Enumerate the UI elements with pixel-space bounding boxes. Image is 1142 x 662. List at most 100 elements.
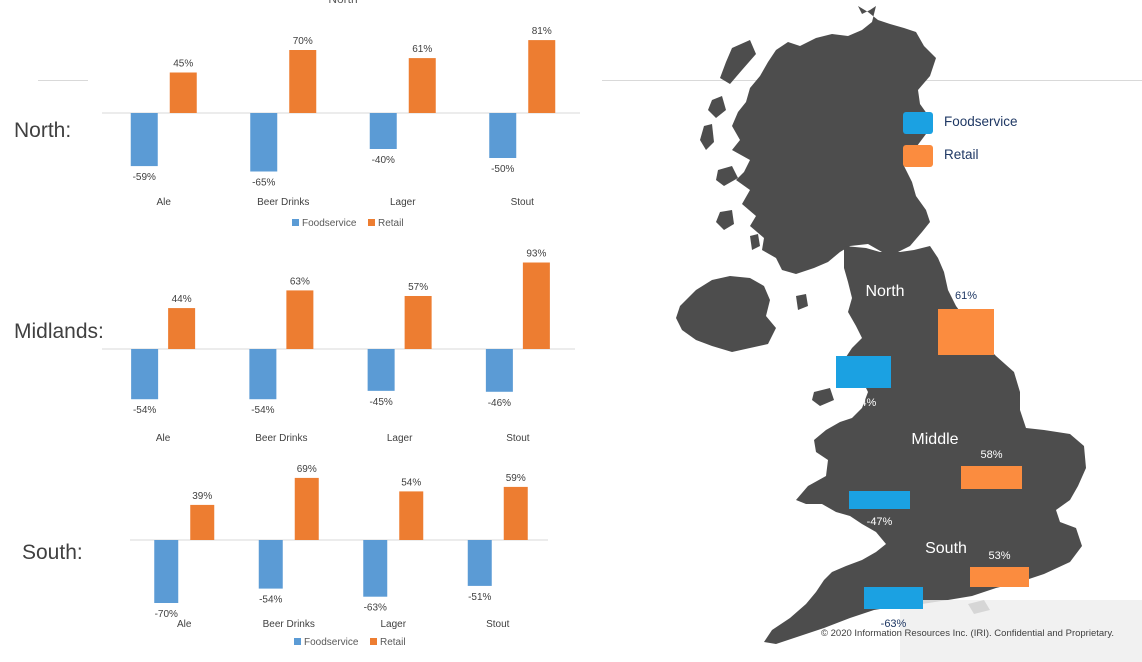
data-label-foodservice-stout: -50% (491, 164, 514, 175)
uk-map-land (676, 6, 1086, 644)
data-label-retail-lager: 61% (412, 44, 432, 55)
data-label-retail-stout: 81% (532, 26, 552, 37)
map-bar-foodservice-south (864, 587, 923, 609)
bar-chart-2: -70% 39% Ale -54% 69% Beer Drinks -63% 54% Lager… (130, 464, 548, 648)
map-legend-retail-swatch (903, 145, 933, 167)
category-label-stout: Stout (486, 619, 510, 630)
category-label-beer-drinks: Beer Drinks (263, 619, 315, 630)
island-anglesey (812, 388, 834, 406)
data-label-foodservice-stout: -46% (488, 398, 511, 409)
bar-retail-stout (528, 40, 556, 113)
data-label-foodservice-ale: -70% (155, 609, 178, 620)
data-label-retail-stout: 59% (506, 473, 526, 484)
map-bar-retail-south (970, 567, 1029, 587)
bar-retail-ale (169, 72, 197, 113)
legend-swatch-retail (370, 638, 377, 645)
bar-retail-lager (408, 58, 436, 113)
bar-foodservice-beer-drinks (258, 540, 283, 589)
regional-bar-charts: North -59% 45% Ale -65% 70% Beer Drinks -40% 61%… (102, 0, 580, 648)
legend-label-foodservice: Foodservice (302, 218, 357, 229)
bar-foodservice-ale (154, 540, 179, 603)
data-label-foodservice-ale: -59% (133, 172, 156, 183)
bar-retail-stout (503, 486, 528, 540)
bar-foodservice-lager (367, 349, 395, 391)
bar-foodservice-ale (131, 349, 159, 400)
bar-retail-ale (190, 504, 215, 540)
bar-retail-beer-drinks (286, 290, 314, 349)
data-label-retail-beer-drinks: 63% (290, 276, 310, 287)
data-label-foodservice-lager: -40% (372, 155, 395, 166)
category-label-beer-drinks: Beer Drinks (257, 197, 309, 208)
map-bar-retail-middle (961, 466, 1022, 489)
island-man (796, 294, 808, 310)
map-legend-retail-label: Retail (944, 147, 979, 162)
data-label-foodservice-beer-drinks: -54% (251, 405, 274, 416)
category-label-ale: Ale (156, 433, 171, 444)
bar-retail-ale (168, 308, 196, 349)
data-label-retail-ale: 45% (173, 59, 193, 70)
category-label-lager: Lager (380, 619, 406, 630)
data-label-foodservice-ale: -54% (133, 405, 156, 416)
data-label-retail-lager: 54% (401, 477, 421, 488)
island-arran (750, 234, 760, 250)
category-label-ale: Ale (157, 197, 172, 208)
region-label-north: North: (14, 119, 72, 142)
legend-swatch-retail (368, 219, 375, 226)
map-region-label-south: South (925, 540, 967, 557)
england-wales-landmass (764, 246, 1086, 644)
bar-foodservice-lager (369, 113, 397, 149)
category-label-stout: Stout (511, 197, 535, 208)
island-lewis (720, 40, 756, 84)
legend-swatch-foodservice (292, 219, 299, 226)
legend-label-foodservice: Foodservice (304, 637, 359, 648)
map-region-label-middle: Middle (911, 431, 958, 448)
map-data-label-foodservice-middle: -47% (867, 516, 893, 528)
bar-foodservice-stout (485, 349, 513, 392)
bar-foodservice-beer-drinks (250, 113, 278, 172)
data-label-foodservice-stout: -51% (468, 592, 491, 603)
bar-retail-stout (522, 262, 550, 349)
northern-ireland-landmass (676, 276, 776, 352)
data-label-foodservice-lager: -45% (369, 397, 392, 408)
category-label-lager: Lager (390, 197, 416, 208)
map-data-label-foodservice-north: -44% (851, 397, 877, 409)
map-bar-retail-north (938, 309, 994, 355)
map-legend-foodservice-swatch (903, 112, 933, 134)
bar-foodservice-stout (489, 113, 517, 158)
data-label-retail-ale: 44% (172, 294, 192, 305)
legend-swatch-foodservice (294, 638, 301, 645)
bar-retail-beer-drinks (289, 50, 317, 113)
data-label-foodservice-beer-drinks: -65% (252, 178, 275, 189)
footer-band (900, 600, 1142, 662)
island-uist (700, 124, 714, 150)
bar-foodservice-stout (467, 540, 492, 586)
copyright-notice: © 2020 Information Resources Inc. (IRI).… (820, 628, 1114, 639)
map-data-label-retail-middle: 58% (980, 449, 1002, 461)
map-bar-foodservice-middle (849, 491, 910, 509)
island-mull (716, 166, 738, 186)
category-label-beer-drinks: Beer Drinks (255, 433, 307, 444)
region-label-midlands: Midlands: (14, 320, 104, 343)
bar-chart-1: -54% 44% Ale -54% 63% Beer Drinks -45% 57% Lager… (102, 249, 575, 444)
map-data-label-retail-north: 61% (955, 290, 977, 302)
island-skye (708, 96, 726, 118)
map-legend-foodservice-label: Foodservice (944, 114, 1018, 129)
data-label-foodservice-lager: -63% (364, 603, 387, 614)
bar-retail-lager (399, 491, 424, 540)
category-label-lager: Lager (387, 433, 413, 444)
bar-foodservice-ale (130, 113, 158, 167)
category-label-stout: Stout (506, 433, 530, 444)
data-label-retail-beer-drinks: 70% (293, 36, 313, 47)
category-label-ale: Ale (177, 619, 192, 630)
bar-retail-beer-drinks (294, 477, 319, 540)
island-islay (716, 210, 734, 230)
bar-foodservice-beer-drinks (249, 349, 277, 400)
data-label-foodservice-beer-drinks: -54% (259, 595, 282, 606)
data-label-retail-beer-drinks: 69% (297, 464, 317, 475)
data-label-retail-stout: 93% (526, 249, 546, 260)
legend-label-retail: Retail (378, 218, 404, 229)
bar-foodservice-lager (363, 540, 388, 597)
legend-label-retail: Retail (380, 637, 406, 648)
data-label-retail-ale: 39% (192, 491, 212, 502)
map-bar-foodservice-north (836, 356, 891, 388)
